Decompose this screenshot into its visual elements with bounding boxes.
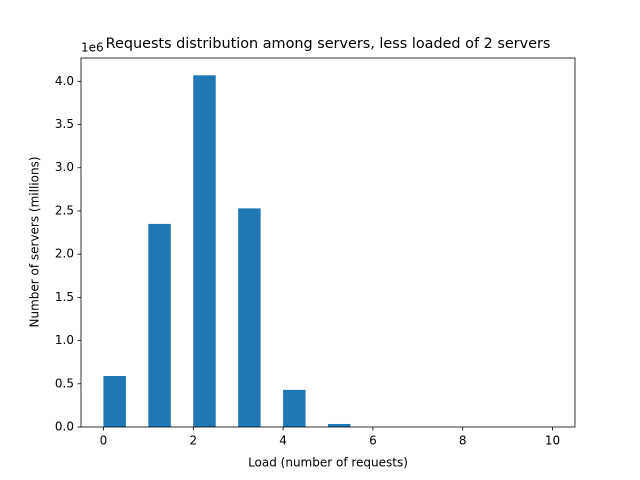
bar bbox=[238, 208, 261, 427]
y-tick-label: 1.5 bbox=[55, 290, 74, 304]
bar bbox=[148, 223, 171, 427]
y-tick-label: 1.0 bbox=[55, 333, 74, 347]
bar bbox=[328, 423, 351, 427]
x-tick-label: 2 bbox=[189, 434, 197, 448]
y-tick-label: 0.0 bbox=[55, 420, 74, 434]
x-tick-label: 6 bbox=[369, 434, 377, 448]
plot-frame bbox=[80, 57, 576, 428]
x-tick-label: 8 bbox=[459, 434, 467, 448]
y-tick-label: 3.5 bbox=[55, 117, 74, 131]
chart-title: Requests distribution among servers, les… bbox=[106, 36, 551, 52]
y-offset-label: 1e6 bbox=[81, 41, 104, 55]
bar bbox=[283, 389, 306, 427]
x-tick-label: 10 bbox=[545, 434, 560, 448]
x-tick-label: 4 bbox=[279, 434, 287, 448]
bar bbox=[193, 75, 216, 427]
y-tick-label: 3.0 bbox=[55, 160, 74, 174]
x-axis-label: Load (number of requests) bbox=[248, 456, 408, 470]
y-axis-label: Number of servers (millions) bbox=[28, 156, 42, 327]
y-tick-label: 4.0 bbox=[55, 74, 74, 88]
y-tick-label: 2.5 bbox=[55, 203, 74, 217]
x-tick-label: 0 bbox=[100, 434, 108, 448]
y-tick-label: 0.5 bbox=[55, 376, 74, 390]
bar bbox=[103, 376, 126, 427]
y-tick-label: 2.0 bbox=[55, 247, 74, 261]
